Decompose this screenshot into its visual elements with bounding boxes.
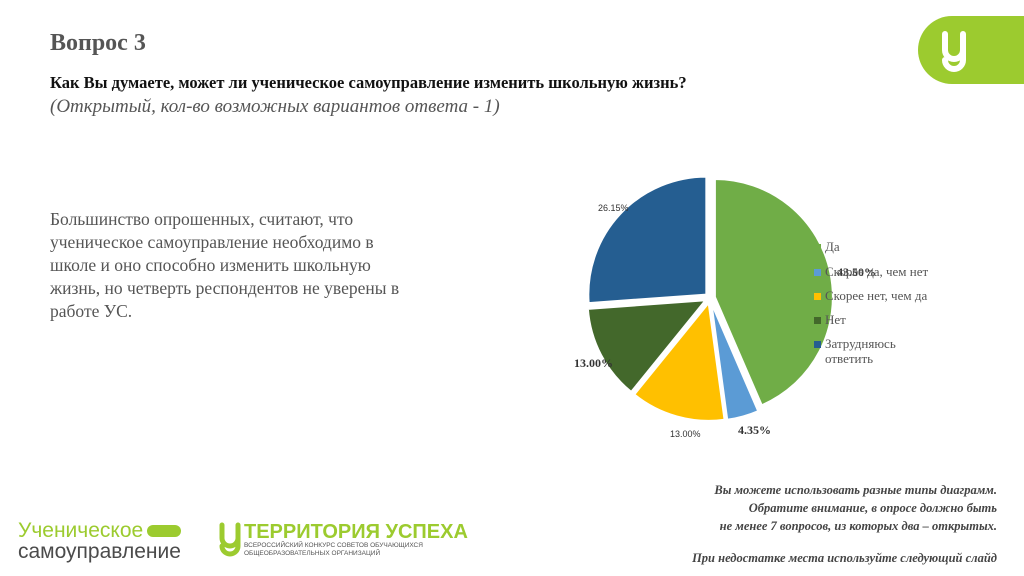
logo-badge	[918, 16, 1024, 84]
legend-label-2: Скорее да, чем нет	[825, 264, 929, 279]
pie-slice-1	[713, 177, 834, 407]
data-label-2: 4.35%	[738, 423, 771, 437]
legend-label-5: Затрудняюсь ответить	[825, 336, 896, 366]
instruction-note: Вы можете использовать разные типы диагр…	[617, 481, 997, 535]
note-line-2: Обратите внимание, в опросе должно быть	[748, 501, 997, 515]
note-line-1: Вы можете использовать разные типы диагр…	[714, 483, 997, 497]
data-label-3: 13.00%	[670, 429, 701, 439]
legend-swatch-5	[814, 341, 821, 348]
logo2-subtitle-1: ВСЕРОССИЙСКИЙ КОНКУРС СОВЕТОВ ОБУЧАЮЩИХС…	[244, 542, 423, 549]
pie-slice-4	[586, 299, 708, 394]
question-note: (Открытый, кол-во возможных вариантов от…	[50, 96, 500, 117]
question-text: Как Вы думаете, может ли ученическое сам…	[50, 73, 687, 92]
summary-text: Большинство опрошенных, считают, что уче…	[50, 209, 400, 321]
legend-swatch-2	[814, 269, 821, 276]
student-government-logo: Ученическое самоуправление	[18, 519, 182, 563]
instruction-note-2: При недостатке места используйте следующ…	[692, 551, 997, 565]
data-label-1: 43.50%	[837, 265, 876, 279]
data-label-4: 13.00%	[574, 356, 613, 370]
note-line-3: не менее 7 вопросов, из которых два – от…	[719, 519, 997, 533]
pie-slice-2	[710, 302, 760, 421]
legend-label-1: Да	[825, 239, 840, 254]
chart-legend: Да Скорее да, чем нет Скорее нет, чем да Не…	[814, 239, 929, 366]
legend-swatch-1	[814, 244, 821, 251]
pie-chart: 43.50% 4.35% 13.00% 13.00% 26.15% Да Скорее д…	[574, 175, 929, 439]
legend-swatch-4	[814, 317, 821, 324]
toggle-pill-icon	[147, 524, 182, 537]
logo1-line1: Ученическое	[18, 519, 144, 542]
question-number: Вопрос 3	[50, 30, 146, 56]
logo2-subtitle-2: ОБЩЕОБРАЗОВАТЕЛЬНЫХ ОРГАНИЗАЦИЙ	[244, 550, 381, 557]
pie-slice-5	[587, 175, 708, 305]
legend-swatch-3	[814, 293, 821, 300]
pie-labels: 43.50% 4.35% 13.00% 13.00% 26.15%	[574, 203, 876, 439]
u-logo-icon	[942, 31, 966, 72]
data-label-5: 26.15%	[598, 203, 629, 213]
pie-slices	[586, 175, 834, 422]
pie-slice-3	[632, 300, 726, 422]
u-mark-icon	[219, 522, 241, 557]
logo1-line2: самоуправление	[18, 540, 181, 563]
legend-label-3: Скорее нет, чем да	[825, 288, 927, 303]
logo2-title: ТЕРРИТОРИЯ УСПЕХА	[244, 521, 468, 543]
territory-of-success-logo: ТЕРРИТОРИЯ УСПЕХА ВСЕРОССИЙСКИЙ КОНКУРС …	[218, 522, 468, 560]
legend-label-4: Нет	[825, 312, 846, 327]
